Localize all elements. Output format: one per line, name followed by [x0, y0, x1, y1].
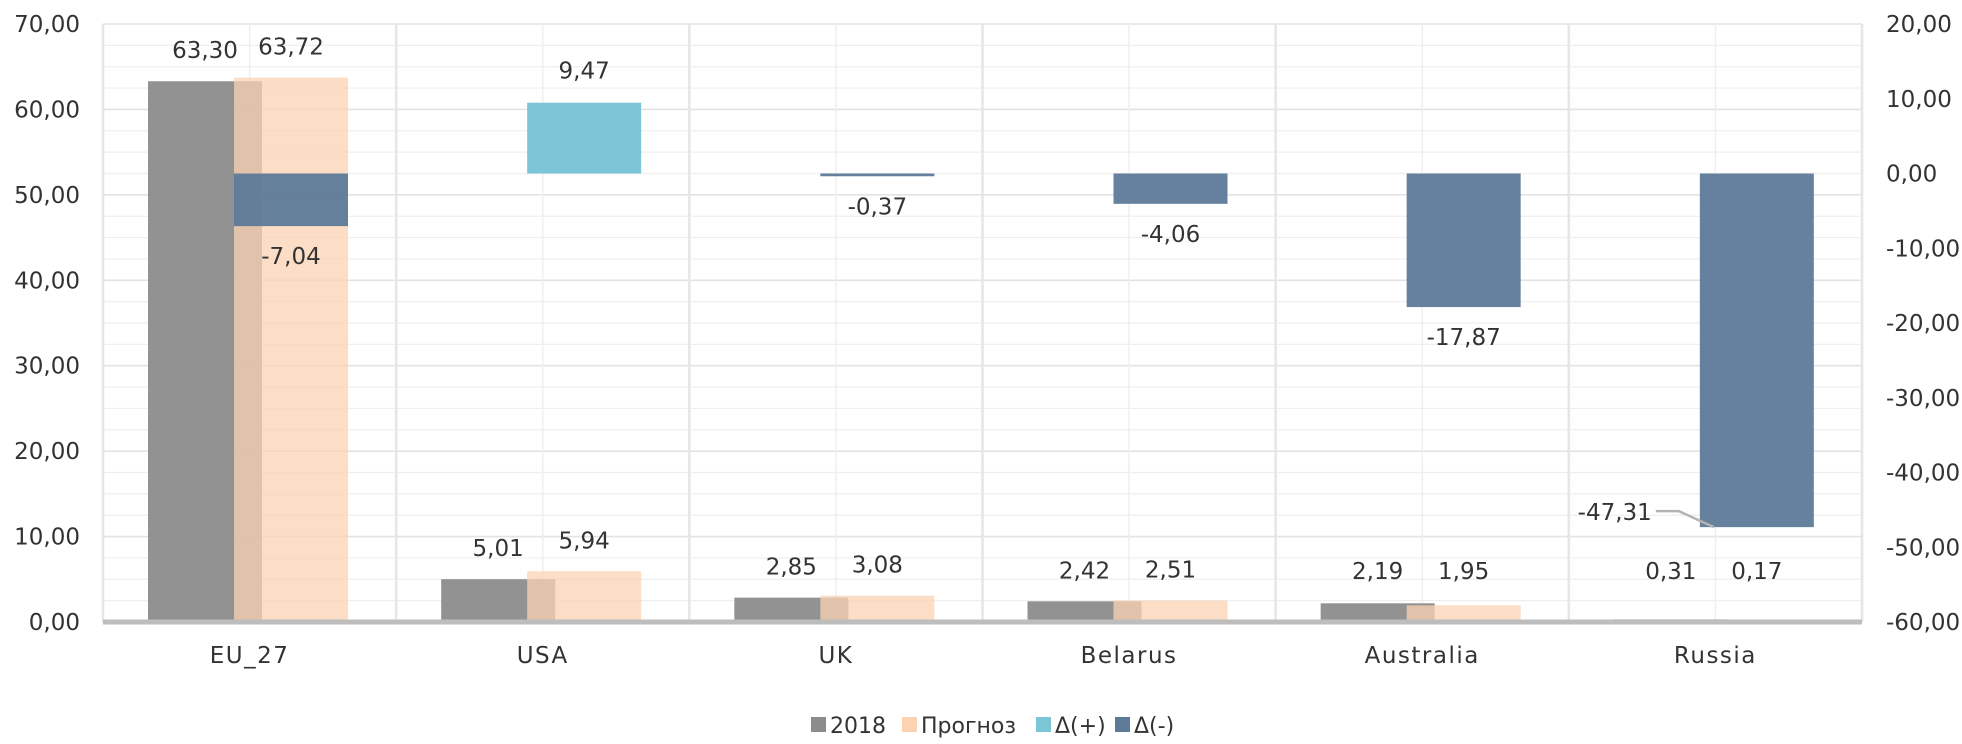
data-label-forecast: 0,17 [1731, 559, 1782, 585]
data-label-forecast: 5,94 [559, 528, 610, 554]
legend-swatch [811, 717, 826, 732]
data-label-2018: 0,31 [1645, 559, 1696, 585]
legend-swatch [902, 717, 917, 732]
category-label: Australia [1365, 643, 1480, 669]
right-axis-tick-label: -40,00 [1886, 461, 1960, 487]
right-axis-tick-label: -10,00 [1886, 236, 1960, 262]
legend-label: Прогноз [921, 714, 1016, 739]
right-axis-tick-label: -30,00 [1886, 386, 1960, 412]
right-axis-tick-label: -50,00 [1886, 535, 1960, 561]
right-axis-tick-label: 0,00 [1886, 162, 1937, 188]
leader-line [1655, 509, 1715, 529]
right-axis-tick-label: 20,00 [1886, 12, 1952, 38]
legend-label: Δ(+) [1055, 714, 1106, 739]
left-axis-tick-label: 60,00 [14, 97, 80, 123]
bar-forecast [527, 571, 642, 622]
right-axis-tick-label: 10,00 [1886, 87, 1952, 113]
data-label-forecast: 2,51 [1145, 558, 1196, 584]
legend-label: Δ(-) [1134, 714, 1174, 739]
data-label-forecast: 63,72 [258, 35, 324, 61]
data-label-delta-negative: -17,87 [1427, 325, 1501, 351]
legend-swatch [1115, 717, 1130, 732]
data-label-delta-negative: -4,06 [1141, 222, 1201, 248]
left-axis-tick-label: 40,00 [14, 268, 80, 294]
left-axis-tick-label: 20,00 [14, 439, 80, 465]
bar-delta-negative [234, 173, 348, 227]
category-label: Russia [1674, 643, 1757, 669]
data-label-forecast: 1,95 [1438, 559, 1489, 585]
bar-delta-negative [1113, 173, 1228, 204]
data-label-forecast: 3,08 [852, 553, 903, 579]
data-label-2018: 63,30 [172, 38, 238, 64]
bar-delta-positive [527, 102, 642, 174]
data-label-delta-negative: -7,04 [261, 244, 321, 270]
legend-swatch [1036, 717, 1051, 732]
right-axis-tick-label: -60,00 [1886, 610, 1960, 636]
bar-forecast [1406, 605, 1521, 622]
data-label-2018: 2,19 [1352, 559, 1403, 585]
data-label-2018: 2,85 [766, 555, 817, 581]
bar-delta-negative [820, 173, 935, 177]
category-label: USA [517, 643, 569, 669]
bar-2018 [1027, 601, 1142, 622]
data-label-delta-negative: -47,31 [1578, 500, 1652, 526]
category-label: EU_27 [210, 643, 290, 669]
data-label-2018: 5,01 [473, 536, 524, 562]
data-label-delta-positive: 9,47 [559, 59, 610, 85]
bar-forecast [1113, 600, 1228, 622]
left-axis-tick-label: 0,00 [29, 610, 80, 636]
left-axis-tick-label: 50,00 [14, 183, 80, 209]
left-axis-tick-label: 10,00 [14, 525, 80, 551]
category-label: UK [818, 643, 853, 669]
legend-label: 2018 [830, 714, 886, 739]
bar-delta-negative [1406, 173, 1521, 308]
bar-forecast [234, 77, 348, 622]
right-axis-tick-label: -20,00 [1886, 311, 1960, 337]
bar-2018 [1320, 603, 1435, 622]
category-label: Belarus [1081, 643, 1178, 669]
bar-forecast [820, 595, 935, 622]
left-axis-tick-label: 70,00 [14, 12, 80, 38]
bar-delta-negative [1699, 173, 1814, 528]
left-axis-tick-label: 30,00 [14, 354, 80, 380]
data-label-delta-negative: -0,37 [848, 194, 908, 220]
data-label-2018: 2,42 [1059, 558, 1110, 584]
